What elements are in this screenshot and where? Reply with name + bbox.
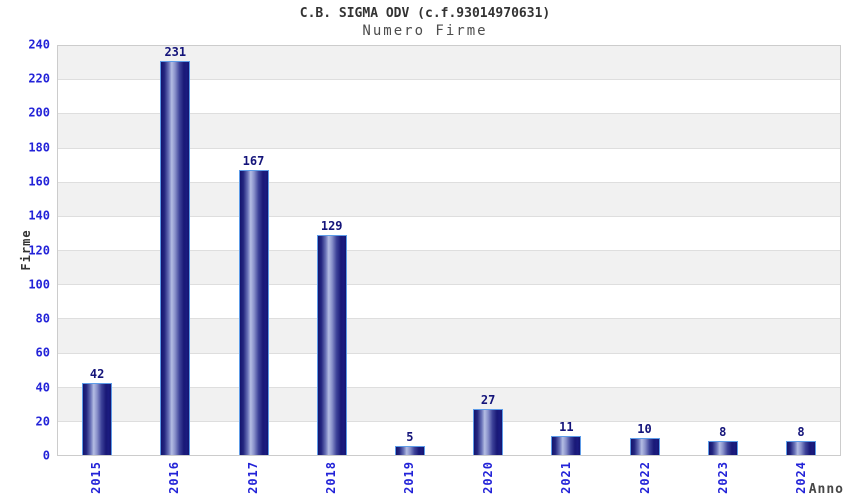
plot-band: [58, 215, 840, 250]
x-axis-title: Anno: [808, 482, 844, 497]
x-tick-label: 2021: [559, 461, 574, 494]
bar-2024: [785, 441, 816, 455]
plot-band: [58, 147, 840, 182]
chart-subtitle: Numero Firme: [362, 23, 488, 39]
x-tick-label: 2018: [323, 461, 338, 494]
x-tick-slot: 2016: [135, 461, 213, 500]
y-axis-tick-labels: 240 220 200 180 160 140 120 100 80 60 40 20 0: [0, 38, 50, 462]
bar-2017: [238, 170, 269, 455]
bar-slot-2019: 5: [371, 46, 449, 455]
y-tick-label: 20: [35, 414, 50, 429]
x-tick-slot: 2021: [527, 461, 605, 500]
plot-band: [58, 79, 840, 113]
bar-value-label: 8: [797, 425, 805, 440]
x-tick-slot: 2023: [684, 461, 762, 500]
x-tick-slot: 2020: [449, 461, 527, 500]
y-tick-label: 180: [28, 140, 50, 155]
bar-value-label: 11: [559, 420, 574, 435]
chart-title: C.B. SIGMA ODV (c.f.93014970631): [299, 6, 551, 21]
bar-value-label: 27: [480, 393, 496, 407]
bar-slot-2020: 27: [449, 46, 527, 455]
plot-band: [58, 352, 840, 387]
bar-value-label: 167: [242, 154, 265, 169]
y-tick-label: 80: [35, 311, 50, 326]
bar-value-label: 10: [637, 421, 652, 436]
x-tick-slot: 2017: [214, 461, 292, 500]
bar-2016: [160, 61, 191, 455]
y-tick-label: 60: [35, 345, 50, 360]
bar-2019: [394, 446, 425, 455]
bar-value-label: 231: [164, 45, 187, 60]
x-tick-label: 2019: [402, 461, 417, 494]
x-tick-label: 2020: [480, 461, 495, 494]
bar-slot-2018: 129: [293, 46, 371, 455]
bars-container: 42 231 167 129 5 27 11 10 8 8: [58, 46, 840, 455]
x-tick-label: 2015: [88, 461, 103, 494]
bar-slot-2021: 11: [527, 46, 605, 455]
bar-slot-2017: 167: [214, 46, 292, 455]
bar-2023: [707, 441, 738, 455]
plot-area: 42 231 167 129 5 27 11 10 8 8: [57, 45, 841, 456]
y-tick-label: 100: [28, 277, 50, 292]
x-tick-slot: 2019: [371, 461, 449, 500]
x-tick-label: 2024: [794, 461, 809, 494]
x-tick-slot: 2018: [292, 461, 370, 500]
plot-band: [58, 420, 840, 455]
y-tick-label: 200: [28, 105, 50, 120]
bar-2020: [473, 409, 504, 455]
bar-value-label: 42: [89, 367, 105, 382]
x-tick-label: 2022: [637, 461, 652, 494]
bar-slot-2023: 8: [684, 46, 762, 455]
plot-band: [58, 284, 840, 318]
bar-slot-2016: 231: [136, 46, 214, 455]
bar-2018: [316, 235, 347, 455]
y-tick-label: 0: [42, 448, 50, 463]
bar-2022: [629, 437, 660, 455]
y-tick-label: 140: [28, 208, 50, 223]
bar-value-label: 129: [320, 219, 343, 234]
bar-2021: [551, 436, 582, 455]
bar-value-label: 8: [719, 425, 727, 440]
y-tick-label: 120: [28, 243, 50, 257]
bar-value-label: 5: [406, 430, 414, 445]
x-tick-slot: 2022: [606, 461, 684, 500]
bar-slot-2024: 8: [762, 46, 840, 455]
y-tick-label: 40: [35, 380, 50, 394]
bar-slot-2022: 10: [605, 46, 683, 455]
y-tick-label: 160: [28, 174, 50, 189]
x-axis-tick-labels: 2015 2016 2017 2018 2019 2020 2021 2022 2023 2024: [57, 461, 841, 500]
bar-slot-2015: 42: [58, 46, 136, 455]
y-tick-label: 240: [28, 37, 50, 52]
y-tick-label: 220: [28, 71, 50, 86]
x-tick-label: 2017: [245, 461, 260, 494]
x-tick-slot: 2015: [57, 461, 135, 500]
x-tick-label: 2016: [167, 461, 182, 494]
x-tick-label: 2023: [715, 461, 730, 494]
bar-2015: [82, 383, 113, 455]
